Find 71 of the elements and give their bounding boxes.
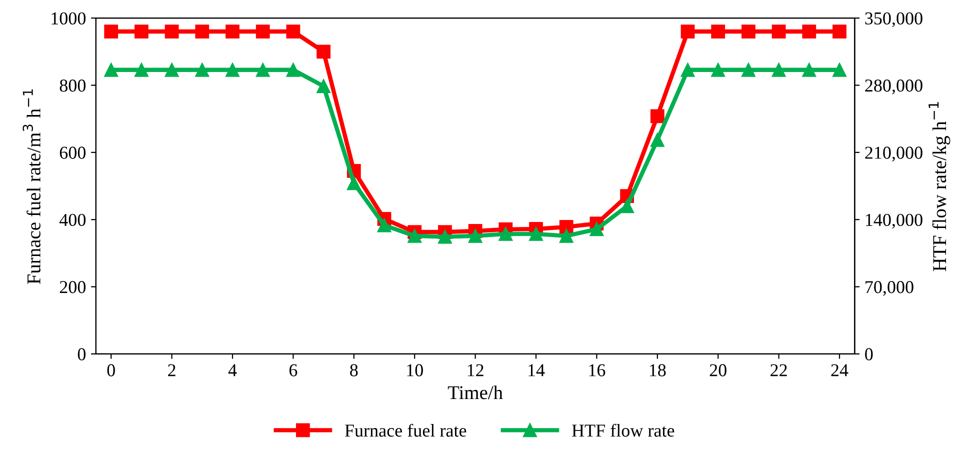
point <box>256 62 270 77</box>
point <box>498 227 513 241</box>
point <box>164 62 179 77</box>
point <box>590 222 604 236</box>
y2-tick-label: 70,000 <box>866 281 914 296</box>
point <box>468 228 482 243</box>
point <box>711 24 726 38</box>
point <box>802 62 816 77</box>
point <box>742 24 756 38</box>
point <box>742 62 756 77</box>
point <box>650 132 664 147</box>
y-tick-label: 400 <box>59 214 86 226</box>
x-tick-label: 0 <box>107 364 115 376</box>
point <box>286 24 300 38</box>
point <box>680 62 695 77</box>
point <box>772 24 786 38</box>
y-tick-label: 200 <box>60 281 86 294</box>
legend-label: HTF flow rate <box>572 424 674 437</box>
x-tick-label: 18 <box>650 364 666 376</box>
x-axis-title: Time/h <box>448 386 503 400</box>
point <box>680 24 695 38</box>
x-tick-label: 10 <box>407 364 423 376</box>
y-tick-label: 600 <box>60 146 86 159</box>
point <box>377 218 392 232</box>
point <box>134 62 148 77</box>
point <box>529 227 543 241</box>
point <box>650 109 664 124</box>
x-tick-label: 12 <box>468 364 484 376</box>
point <box>195 24 210 38</box>
y2-axis-title: HTF flow rate/kg h$^{−1}$ <box>928 102 950 272</box>
point <box>256 24 270 38</box>
point <box>104 62 118 77</box>
x-tick-label: 22 <box>770 364 787 376</box>
point <box>408 228 422 243</box>
y2-tick-label: 280,000 <box>865 80 922 94</box>
point <box>832 24 846 38</box>
point <box>286 62 300 77</box>
point <box>104 24 118 38</box>
x-tick-label: 4 <box>228 364 237 376</box>
legend-label: Furnace fuel rate <box>344 424 466 437</box>
x-tick-label: 14 <box>528 364 545 376</box>
point <box>438 230 452 244</box>
point <box>226 62 240 77</box>
x-tick-label: 16 <box>589 364 606 376</box>
point <box>832 62 846 77</box>
y2-tick-label: 140,000 <box>866 214 922 229</box>
point <box>316 79 331 94</box>
point <box>195 62 210 77</box>
point <box>559 220 574 234</box>
point <box>711 62 726 77</box>
y2-tick-label: 0 <box>865 348 873 360</box>
point <box>559 228 574 243</box>
x-tick-label: 6 <box>289 364 298 376</box>
y-tick-label: 1000 <box>52 12 86 25</box>
point <box>134 24 148 38</box>
point <box>316 44 331 59</box>
y-tick-label: 800 <box>60 80 86 92</box>
point <box>226 24 240 38</box>
point <box>802 24 816 38</box>
point <box>164 24 179 38</box>
y2-tick-label: 350,000 <box>865 12 922 28</box>
point <box>772 62 786 77</box>
point <box>346 176 361 190</box>
y-tick-label: 0 <box>78 348 86 360</box>
x-tick-label: 20 <box>710 364 726 376</box>
point <box>620 199 634 214</box>
x-tick-label: 8 <box>350 364 358 376</box>
y2-tick-label: 210,000 <box>865 146 922 162</box>
y-axis-title: Furnace fuel rate/m$^{3}$ h$^{−1}$ <box>22 89 40 284</box>
x-tick-label: 2 <box>168 364 176 376</box>
x-tick-label: 24 <box>831 364 848 376</box>
